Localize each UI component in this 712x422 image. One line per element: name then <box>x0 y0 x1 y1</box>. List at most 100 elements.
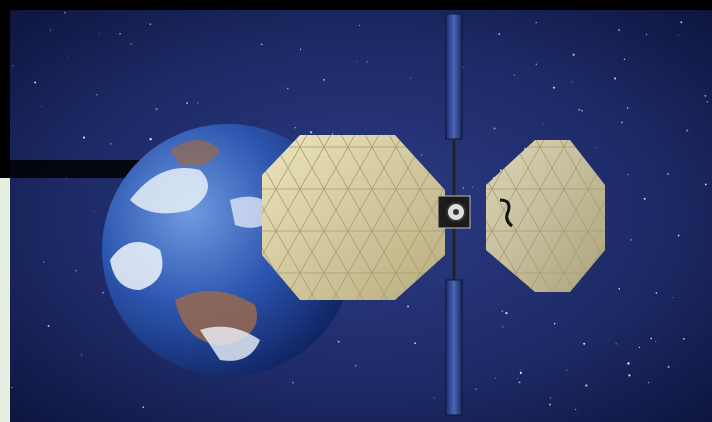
star <box>309 131 313 134</box>
star <box>535 63 537 65</box>
star <box>300 48 302 50</box>
star <box>655 340 657 342</box>
star <box>474 388 477 390</box>
star <box>102 291 105 294</box>
star <box>462 187 465 189</box>
star <box>337 340 340 343</box>
star <box>647 381 650 384</box>
star <box>617 29 620 32</box>
star <box>667 365 670 369</box>
star <box>294 127 296 129</box>
star <box>94 211 96 213</box>
star <box>96 94 98 96</box>
star <box>572 53 575 56</box>
star <box>65 177 67 179</box>
star <box>505 311 508 315</box>
star <box>627 362 630 365</box>
star <box>677 234 680 237</box>
star <box>99 32 100 34</box>
star <box>41 106 43 108</box>
star <box>75 270 77 272</box>
star <box>571 81 573 83</box>
star <box>677 34 679 36</box>
star <box>645 33 648 36</box>
star <box>186 102 189 104</box>
star <box>356 61 358 63</box>
star <box>626 107 629 109</box>
star <box>519 371 522 374</box>
star <box>615 343 617 345</box>
star <box>80 354 83 356</box>
star <box>471 186 473 188</box>
star <box>682 337 685 340</box>
star <box>420 154 423 156</box>
star <box>110 143 112 145</box>
star <box>414 342 417 345</box>
star <box>498 33 501 35</box>
page-margin <box>0 178 10 422</box>
star <box>82 136 86 139</box>
star <box>34 81 37 84</box>
star <box>12 65 14 67</box>
star <box>130 43 132 45</box>
star <box>291 381 294 384</box>
star <box>142 406 145 409</box>
star <box>43 261 45 263</box>
star <box>630 239 632 241</box>
star <box>620 121 623 124</box>
star <box>581 110 583 112</box>
star <box>354 364 357 367</box>
star <box>666 172 669 175</box>
star <box>359 24 361 26</box>
star <box>407 305 409 308</box>
star <box>64 11 66 14</box>
star <box>552 86 556 89</box>
star <box>513 74 515 76</box>
star <box>322 78 325 81</box>
star <box>549 397 552 399</box>
star <box>548 403 551 406</box>
star <box>286 87 289 90</box>
star <box>366 61 368 63</box>
star <box>67 55 69 57</box>
star <box>11 387 13 389</box>
star <box>501 310 504 313</box>
star <box>149 137 152 141</box>
star <box>585 384 588 387</box>
star <box>583 342 586 345</box>
star <box>628 374 631 377</box>
star <box>261 43 263 45</box>
star <box>535 21 537 24</box>
star <box>520 369 522 371</box>
star <box>502 326 504 328</box>
star <box>516 378 518 379</box>
star <box>704 183 707 186</box>
star <box>613 77 617 80</box>
star <box>542 123 544 125</box>
star <box>493 127 496 130</box>
star <box>331 133 334 135</box>
star <box>595 147 597 149</box>
star <box>655 291 658 294</box>
satellite <box>262 13 605 416</box>
star <box>650 337 652 340</box>
star <box>704 94 707 97</box>
star <box>643 197 646 200</box>
star <box>49 29 51 31</box>
star <box>638 346 641 349</box>
star <box>680 21 683 24</box>
star <box>518 381 521 384</box>
star <box>197 102 199 104</box>
star <box>433 397 435 399</box>
star <box>685 129 689 132</box>
star <box>627 173 629 176</box>
star <box>575 409 577 411</box>
star <box>553 322 556 325</box>
star <box>566 369 568 371</box>
star <box>47 324 50 327</box>
star <box>618 287 621 290</box>
star <box>495 377 497 379</box>
star <box>672 296 674 299</box>
